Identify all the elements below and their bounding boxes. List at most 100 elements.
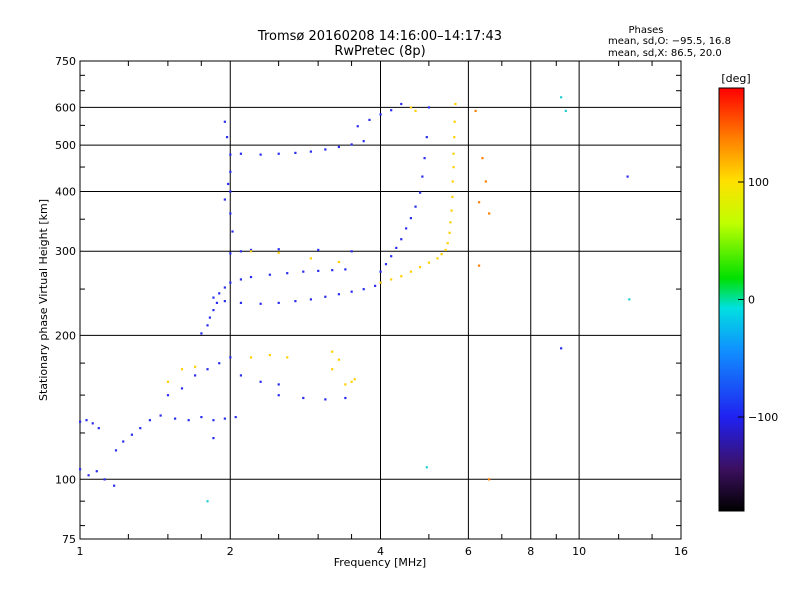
data-point: [91, 422, 94, 425]
data-point: [379, 113, 382, 116]
data-point: [419, 266, 422, 269]
data-point: [453, 120, 456, 123]
data-point: [286, 356, 289, 359]
data-point: [249, 275, 253, 279]
data-point: [187, 419, 190, 422]
data-point: [452, 152, 455, 155]
data-point: [309, 257, 312, 260]
y-tick-labels: 75 100 200 300 400 500 600 750: [55, 55, 76, 546]
data-point: [122, 440, 125, 443]
data-point: [427, 261, 431, 264]
data-point: [324, 398, 327, 401]
data-point: [350, 380, 353, 383]
data-point: [477, 201, 481, 204]
data-point: [344, 383, 347, 386]
data-point: [405, 227, 408, 230]
data-point: [451, 195, 454, 198]
gridlines: [80, 61, 681, 539]
data-point: [268, 353, 271, 357]
x-tick-label: 1: [77, 545, 84, 558]
data-point: [481, 157, 484, 160]
data-point: [425, 466, 428, 469]
data-point: [474, 109, 477, 113]
data-point: [114, 449, 118, 452]
data-point: [113, 484, 116, 487]
data-point: [200, 332, 203, 335]
y-tick-label: 400: [55, 185, 76, 198]
data-point: [206, 500, 209, 503]
y-axis-label: Stationary phase Virtual Height [km]: [37, 199, 50, 401]
data-point: [229, 252, 232, 255]
data-point: [225, 136, 229, 139]
data-point: [337, 293, 341, 296]
data-point: [79, 468, 82, 471]
data-point: [277, 248, 280, 251]
data-point: [166, 394, 170, 397]
data-point: [440, 253, 443, 256]
data-point: [194, 374, 197, 377]
y-tick-label: 200: [55, 329, 76, 342]
data-point: [239, 152, 243, 155]
data-point: [324, 148, 327, 151]
data-point: [294, 151, 297, 154]
data-point: [400, 102, 403, 106]
data-point: [488, 212, 491, 215]
data-point: [337, 260, 341, 264]
minor-ticks: [80, 61, 681, 539]
data-point: [229, 170, 232, 173]
data-point: [400, 238, 403, 241]
data-point: [259, 302, 262, 305]
data-point: [450, 209, 453, 212]
data-point: [344, 268, 347, 271]
data-point: [229, 212, 232, 215]
data-point: [309, 150, 312, 153]
data-point: [139, 427, 142, 430]
data-point: [206, 368, 209, 371]
y-tick-label: 75: [62, 533, 76, 546]
data-point: [212, 436, 215, 440]
data-point: [277, 251, 280, 254]
data-point: [208, 316, 212, 319]
data-point: [390, 278, 393, 281]
data-point: [173, 417, 177, 420]
data-point: [234, 415, 237, 419]
data-point: [331, 269, 334, 272]
data-point: [85, 419, 88, 422]
data-point: [239, 250, 243, 253]
data-point: [356, 125, 359, 128]
x-tick-labels: 1 2 4 6 8 10 16: [77, 545, 689, 558]
data-point: [166, 380, 170, 383]
data-point: [239, 374, 243, 377]
stats-header: Phases: [628, 25, 663, 36]
data-point: [324, 295, 327, 298]
x-tick-label: 2: [227, 545, 234, 558]
data-point: [294, 300, 297, 303]
data-point: [249, 356, 253, 359]
data-point: [194, 365, 197, 368]
data-point: [227, 182, 230, 186]
colorbar-tick-label: −100: [748, 411, 778, 424]
data-point: [229, 190, 232, 193]
data-point: [436, 257, 439, 260]
data-point: [350, 143, 353, 146]
data-point: [454, 102, 457, 106]
data-point: [223, 120, 226, 123]
data-point: [148, 419, 152, 422]
y-tick-label: 500: [55, 139, 76, 152]
data-point: [206, 324, 209, 327]
chart-title: Tromsø 20160208 14:16:00–14:17:43: [257, 29, 502, 44]
data-point: [302, 270, 305, 273]
data-point: [368, 118, 371, 122]
data-point: [229, 356, 232, 359]
data-point: [229, 153, 232, 156]
colorbar-ticks: 100 0 −100: [738, 176, 778, 424]
data-point: [223, 417, 226, 420]
data-point: [395, 246, 398, 249]
data-point: [444, 248, 447, 252]
x-tick-label: 8: [527, 545, 534, 558]
data-point: [374, 284, 377, 287]
y-tick-label: 100: [55, 473, 76, 486]
data-point: [488, 478, 491, 481]
data-point: [628, 298, 631, 301]
